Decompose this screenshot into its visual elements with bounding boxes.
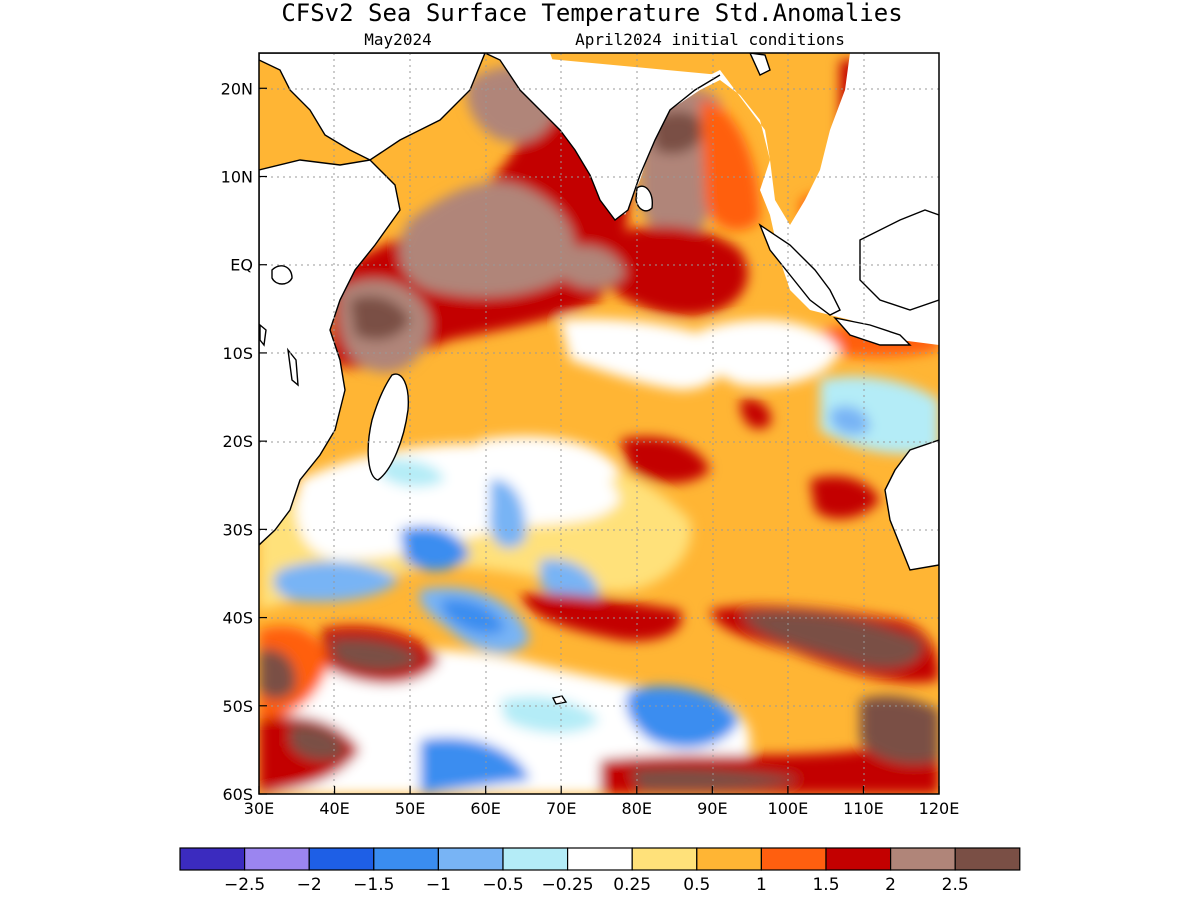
colorbar-label: −1 <box>426 875 451 895</box>
lat-tick-label: 10N <box>221 168 253 187</box>
lat-tick-label: 20S <box>222 432 253 451</box>
colorbar-swatch <box>244 847 310 871</box>
initial-conditions-label: April2024 initial conditions <box>575 30 845 49</box>
colorbar-swatch <box>631 847 698 871</box>
lon-tick-label: 50E <box>395 799 425 818</box>
colorbar-swatch <box>825 847 892 871</box>
anomaly-field <box>259 53 939 794</box>
lon-tick-label: 110E <box>843 799 884 818</box>
colorbar-label: 0.5 <box>683 875 710 895</box>
lat-tick-label: 10S <box>222 344 253 363</box>
colorbar-label: 0.25 <box>613 875 651 895</box>
colorbar-label: 2.5 <box>942 875 969 895</box>
colorbar-swatch <box>889 847 956 871</box>
colorbar-swatch <box>760 847 827 871</box>
lat-tick-label: EQ <box>230 256 253 275</box>
lon-tick-label: 40E <box>319 799 349 818</box>
lon-tick-label: 80E <box>622 799 652 818</box>
colorbar-swatch <box>437 847 504 871</box>
lat-tick-label: 40S <box>222 609 253 628</box>
map-frame <box>258 52 940 795</box>
lat-tick-label: 50S <box>222 697 253 716</box>
lon-tick-label: 100E <box>768 799 809 818</box>
colorbar-swatch <box>696 847 762 871</box>
longitude-axis: 30E 40E 50E 60E 70E 80E 90E 100E 110E 120E <box>244 786 960 818</box>
colorbar-swatch <box>373 847 439 871</box>
colorbar-label: 1.5 <box>812 875 839 895</box>
lat-tick-label: 60S <box>222 785 253 804</box>
lon-tick-label: 120E <box>919 799 960 818</box>
lon-tick-label: 70E <box>546 799 576 818</box>
colorbar-label: −2.5 <box>224 875 265 895</box>
colorbar-swatch <box>502 847 569 871</box>
colorbar-swatch <box>566 847 633 871</box>
colorbar-swatch <box>954 847 1021 871</box>
colorbar-label: −1.5 <box>353 875 394 895</box>
lat-tick-label: 30S <box>222 520 253 539</box>
colorbar-label: 2 <box>885 875 896 895</box>
colorbar-swatch <box>308 847 375 871</box>
lat-tick-label: 20N <box>221 79 253 98</box>
colorbar-label: 1 <box>756 875 767 895</box>
lon-tick-label: 90E <box>697 799 727 818</box>
map-title: CFSv2 Sea Surface Temperature Std.Anomal… <box>281 0 902 27</box>
colorbar-label: −0.5 <box>482 875 523 895</box>
colorbar-swatch <box>179 847 246 871</box>
lon-tick-label: 30E <box>244 799 274 818</box>
lon-tick-label: 60E <box>470 799 500 818</box>
forecast-month: May2024 <box>364 30 431 49</box>
colorbar-label: −2 <box>297 875 322 895</box>
latitude-axis: 20N 10N EQ 10S 20S 30S 40S 50S 60S <box>221 79 267 804</box>
land-masses <box>259 53 939 705</box>
colorbar-label: −0.25 <box>542 875 594 895</box>
colorbar: −2.5 −2 −1.5 −1 −0.5 −0.25 0.25 0.5 1 1.5 2 2.5 <box>179 847 1021 895</box>
